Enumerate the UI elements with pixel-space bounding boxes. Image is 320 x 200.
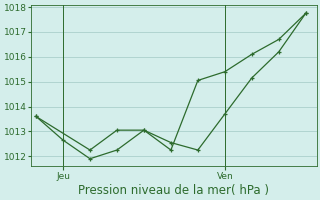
X-axis label: Pression niveau de la mer( hPa ): Pression niveau de la mer( hPa ) [78,184,269,197]
